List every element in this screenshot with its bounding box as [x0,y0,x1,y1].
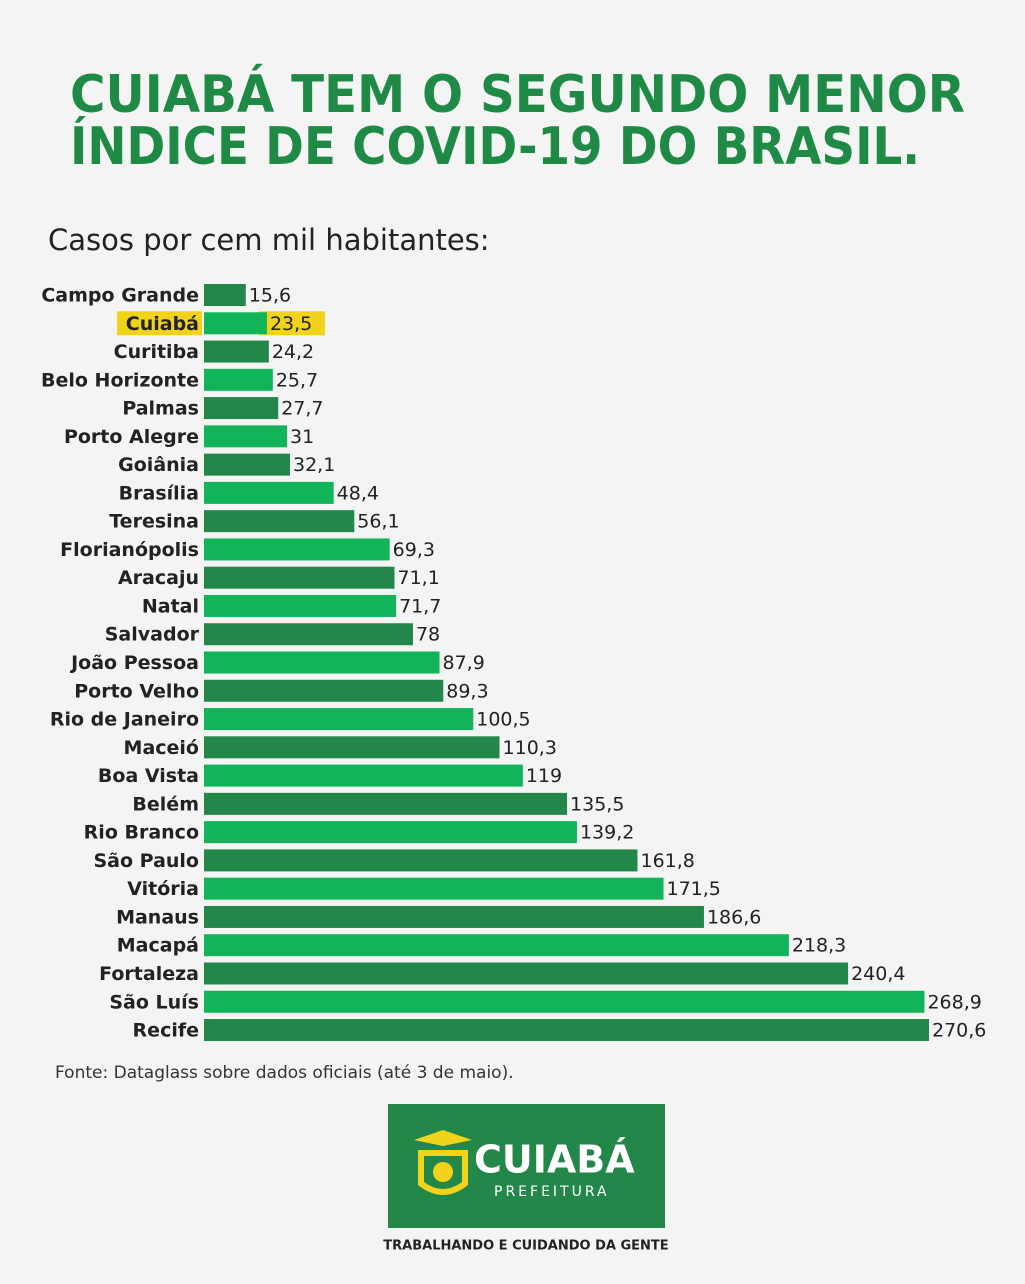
bar [204,934,789,957]
bar [204,594,397,617]
value-label: 100,5 [476,709,530,731]
bar [204,877,664,900]
value-label: 119 [526,765,562,787]
bar [204,284,246,306]
chart-title: ÍNDICE DE COVID-19 DO BRASIL. [70,116,920,177]
category-label: Palmas [122,398,199,420]
category-label: São Luís [109,991,199,1013]
value-label: 186,6 [707,906,761,928]
logo-emblem [414,1130,472,1146]
bar [204,453,291,476]
value-label: 27,7 [281,398,323,420]
highlight [117,311,202,336]
category-label: João Pessoa [69,652,199,674]
category-label: Salvador [105,624,200,646]
value-label: 135,5 [570,793,624,815]
value-label: 89,3 [446,680,488,702]
value-label: 240,4 [851,963,905,985]
value-label: 48,4 [337,482,379,504]
bar [204,821,577,844]
value-label: 32,1 [293,454,335,476]
category-label: Teresina [109,511,199,533]
value-label: 71,7 [399,595,441,617]
category-label: Goiânia [118,454,199,476]
category-label: Porto Alegre [64,426,199,448]
bar [204,849,638,872]
bar [204,312,267,335]
category-label: Brasília [119,482,199,504]
value-label: 23,5 [270,313,312,335]
category-label: Rio Branco [84,822,199,844]
value-label: 24,2 [272,341,314,363]
category-label: Macapá [117,935,199,957]
value-label: 270,6 [932,1020,986,1042]
bar [204,736,500,759]
value-label: 268,9 [927,991,981,1013]
logo-emblem [433,1162,453,1182]
category-label: Fortaleza [99,963,199,985]
chart-subtitle: Casos por cem mil habitantes: [48,223,490,257]
value-label: 218,3 [792,935,846,957]
logo: CUIABÁ PREFEITURA [388,1104,665,1228]
source: Fonte: Dataglass sobre dados oficiais (a… [55,1063,514,1083]
value-label: 25,7 [276,369,318,391]
logo-subtitle: PREFEITURA [494,1184,610,1200]
value-label: 161,8 [640,850,694,872]
value-label: 87,9 [443,652,485,674]
value-label: 69,3 [393,539,435,561]
category-label: Cuiabá [126,313,199,335]
category-label: Curitiba [114,341,199,363]
chart-title: CUIABÁ TEM O SEGUNDO MENOR [70,64,965,125]
value-label: 78 [416,624,440,646]
value-label: 71,1 [397,567,439,589]
category-label: Porto Velho [74,680,199,702]
value-label: 110,3 [503,737,557,759]
bar [204,905,704,928]
bar [204,792,568,815]
bar [204,566,395,589]
bar [204,538,390,561]
value-label: 15,6 [249,285,291,307]
bar [204,425,288,448]
bar [204,340,269,363]
bar [204,679,444,702]
bar [204,708,474,731]
logo-name: CUIABÁ [474,1138,635,1182]
value-label: 56,1 [357,511,399,533]
category-label: Natal [142,595,199,617]
bar [204,1019,929,1042]
category-label: Boa Vista [98,765,199,787]
bar [204,764,523,787]
bar [204,510,355,533]
highlight [258,311,325,336]
category-label: São Paulo [93,850,199,872]
value-label: 31 [290,426,314,448]
bar [204,481,334,504]
tagline: TRABALHANDO E CUIDANDO DA GENTE [383,1239,668,1254]
bar [204,962,849,985]
category-label: Campo Grande [41,285,199,307]
value-label: 171,5 [666,878,720,900]
bar [204,623,413,646]
bar [204,990,925,1013]
category-label: Belo Horizonte [41,369,199,391]
category-label: Rio de Janeiro [50,709,199,731]
category-label: Maceió [124,737,199,759]
bar [204,651,440,674]
category-label: Florianópolis [60,539,199,561]
bar [204,368,273,391]
bar [204,397,279,420]
category-label: Vitória [127,878,199,900]
category-label: Recife [133,1020,199,1042]
value-label: 139,2 [580,822,634,844]
category-label: Aracaju [118,567,199,589]
category-label: Manaus [116,906,199,928]
category-label: Belém [132,793,199,815]
